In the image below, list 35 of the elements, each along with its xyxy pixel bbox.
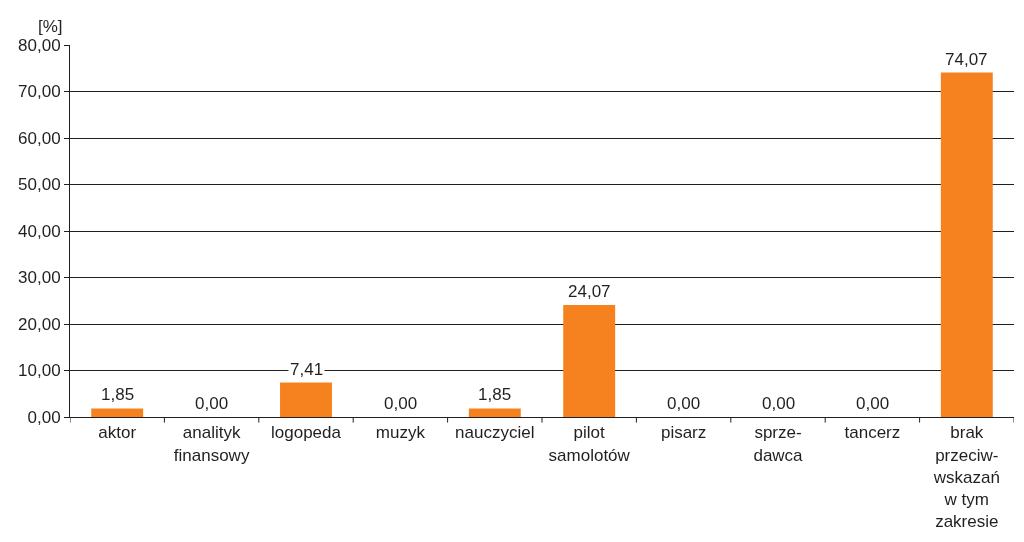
- bar: [563, 305, 616, 417]
- x-tick-label: brak przeciw- wskazań w tym zakresie: [932, 423, 1000, 531]
- x-tick-label: pilot samolotów: [548, 423, 631, 465]
- bar: [940, 72, 993, 417]
- x-tick-label: analityk finansowy: [173, 423, 250, 465]
- x-tick-label: sprze- dawca: [753, 423, 804, 465]
- data-label: 0,00: [384, 394, 418, 413]
- data-label: 0,00: [195, 394, 229, 413]
- x-tick-label: tancerz: [844, 423, 901, 443]
- y-tick-label: 40,00: [18, 221, 61, 241]
- x-tick-label: nauczyciel: [455, 423, 535, 443]
- data-label: 74,07: [945, 50, 988, 69]
- data-label: 24,07: [568, 282, 611, 301]
- data-label: 0,00: [856, 394, 890, 413]
- y-tick-label: 10,00: [18, 361, 61, 381]
- y-axis-title: [%]: [38, 17, 63, 36]
- y-tick-label: 20,00: [18, 314, 61, 334]
- x-tick-label: aktor: [98, 423, 137, 443]
- x-tick-label: pisarz: [660, 423, 707, 443]
- x-tick-label: logopeda: [271, 423, 342, 443]
- y-tick-label: 0,00: [27, 407, 61, 427]
- y-tick-label: 80,00: [18, 35, 61, 55]
- bar: [468, 408, 521, 417]
- data-label: 1,85: [478, 385, 512, 404]
- data-label: 0,00: [762, 394, 796, 413]
- bar: [280, 382, 332, 417]
- data-label: 1,85: [101, 385, 135, 404]
- y-tick-label: 60,00: [18, 128, 61, 148]
- y-tick-label: 50,00: [18, 175, 61, 195]
- bar: [91, 408, 144, 417]
- data-label: 0,00: [667, 394, 701, 413]
- data-label: 7,41: [290, 360, 324, 379]
- y-tick-label: 30,00: [18, 268, 61, 288]
- y-tick-label: 70,00: [18, 82, 61, 102]
- x-tick-label: muzyk: [375, 423, 426, 443]
